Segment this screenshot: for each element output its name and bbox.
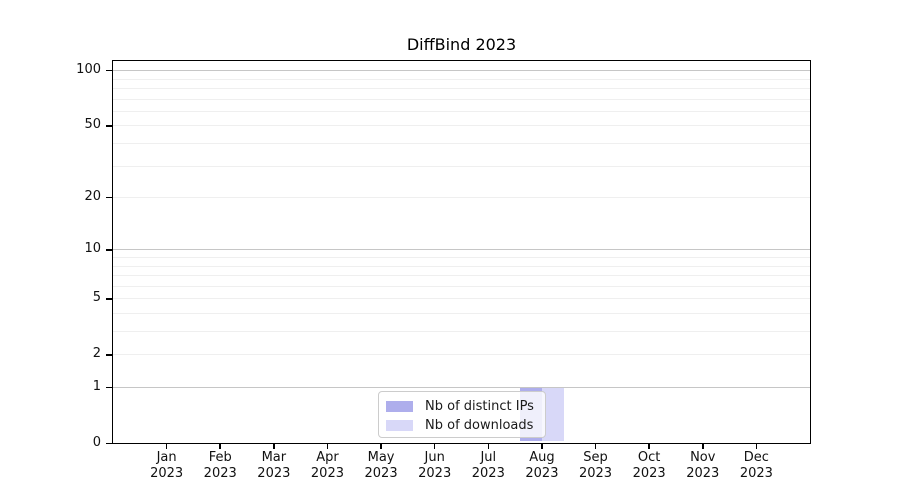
legend-swatch [386,401,413,412]
x-tick-mark [380,443,382,449]
x-tick-mark [648,443,650,449]
y-tick-label: 100 [76,61,101,77]
y-tick-label: 2 [92,345,101,361]
y-tick-mark [106,125,113,127]
gridline-minor [113,312,810,314]
x-tick-mark [487,443,490,449]
x-tick-label: Jul 2023 [456,450,520,481]
y-tick-mark [106,442,113,445]
x-tick-mark [594,443,597,449]
month-label: Jan [156,450,177,465]
year-label: 2023 [364,465,398,481]
month-label: Oct [637,450,661,465]
plot-area: Nb of distinct IPs Nb of downloads [113,61,810,443]
y-tick-mark [106,354,113,356]
x-tick-mark [541,443,543,449]
y-tick-label: 10 [84,240,101,256]
gridline-minor [113,257,810,258]
month-label: Jul [480,450,497,465]
x-tick-label: Apr 2023 [295,450,359,481]
month-label: Aug [529,450,555,465]
year-label: 2023 [418,465,452,481]
x-tick-label: Nov 2023 [671,450,735,481]
year-label: 2023 [632,465,666,481]
gridline-minor [113,78,810,80]
y-tick-mark [106,196,113,199]
gridline-minor [113,98,810,100]
year-label: 2023 [686,465,720,481]
x-tick-label: Jan 2023 [135,450,199,481]
y-tick-label: 20 [84,188,101,204]
legend-swatch [386,420,413,431]
y-tick-label: 5 [92,289,101,305]
month-label: May [367,450,395,465]
year-label: 2023 [739,465,773,481]
x-tick-mark [702,443,704,449]
x-tick-mark [433,443,436,449]
x-tick-label: Feb 2023 [188,450,252,481]
gridline-minor [113,265,810,267]
y-tick-mark [106,298,113,300]
gridline-minor [113,110,810,112]
month-label: Dec [743,450,769,465]
month-label: Jun [424,450,445,465]
month-label: Mar [261,450,287,465]
month-label: Apr [316,450,339,465]
year-label: 2023 [525,465,559,481]
month-label: Nov [690,450,716,465]
y-tick-mark [106,69,113,72]
x-tick-label: Aug 2023 [510,450,574,481]
x-tick-mark [273,443,275,449]
x-tick-label: Oct 2023 [617,450,681,481]
x-tick-mark [165,443,168,449]
gridline-minor [113,275,810,277]
year-label: 2023 [150,465,184,481]
x-tick-mark [326,443,329,449]
year-label: 2023 [257,465,291,481]
gridline-minor [113,165,810,167]
bar-nb-of-downloads [541,387,564,442]
gridline-minor [113,285,810,287]
legend-row: Nb of downloads [386,416,533,435]
y-tick-mark [106,386,113,389]
gridline-major [113,387,810,388]
gridline-major [113,249,810,251]
year-label: 2023 [578,465,613,481]
y-tick-label: 1 [92,378,101,394]
year-label: 2023 [203,465,237,481]
gridline-major [113,70,810,72]
x-tick-label: Mar 2023 [242,450,306,481]
gridline-minor [113,298,810,300]
year-label: 2023 [471,465,505,481]
gridline-minor [113,125,810,127]
x-tick-mark [219,443,221,449]
legend-label: Nb of downloads [425,418,534,433]
gridline-minor [113,197,810,199]
legend: Nb of distinct IPs Nb of downloads [378,391,546,438]
x-tick-mark [755,443,758,449]
year-label: 2023 [310,465,344,481]
y-tick-label: 0 [92,434,101,450]
gridline-minor [113,354,810,356]
legend-label: Nb of distinct IPs [425,399,534,414]
month-label: Feb [208,450,232,465]
x-tick-label: May 2023 [349,450,413,481]
x-tick-label: Jun 2023 [403,450,467,481]
legend-row: Nb of distinct IPs [386,397,534,416]
x-tick-label: Dec 2023 [724,450,788,481]
month-label: Sep [583,450,608,465]
gridline-minor [113,331,810,333]
gridline-minor [113,88,810,90]
x-tick-label: Sep 2023 [564,450,628,481]
gridline-minor [113,143,810,145]
chart-title: DiffBind 2023 [406,35,517,54]
y-tick-mark [106,249,113,251]
y-tick-label: 50 [84,116,101,132]
